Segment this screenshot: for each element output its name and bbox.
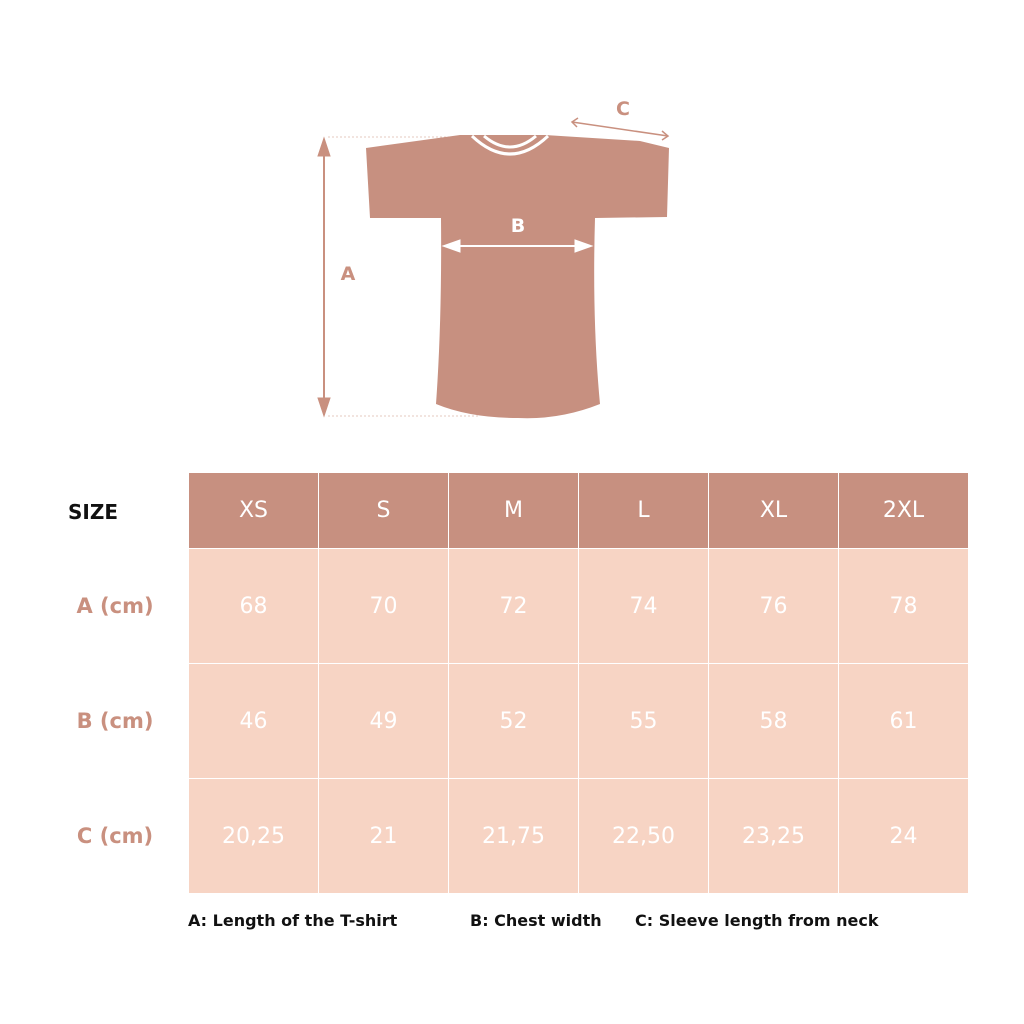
label-b: B xyxy=(511,215,525,237)
cell: 24 xyxy=(838,778,969,894)
size-header: 2XL xyxy=(838,472,969,549)
legend-b: B: Chest width xyxy=(470,911,602,930)
collar-inner xyxy=(483,134,537,149)
arrow-c xyxy=(570,117,670,141)
cell: 21,75 xyxy=(448,778,579,894)
size-header: L xyxy=(578,472,709,549)
table-row-a: 68 70 72 74 76 78 xyxy=(188,548,969,664)
cell: 21 xyxy=(318,778,449,894)
arrow-a xyxy=(317,136,331,418)
cell: 55 xyxy=(578,663,709,779)
cell: 49 xyxy=(318,663,449,779)
header-row: XS S M L XL 2XL xyxy=(188,472,969,549)
cell: 20,25 xyxy=(188,778,319,894)
cell: 23,25 xyxy=(708,778,839,894)
arrow-b xyxy=(441,239,594,253)
tshirt-shape xyxy=(366,135,669,419)
size-label: SIZE xyxy=(68,500,119,524)
cell: 46 xyxy=(188,663,319,779)
row-label-b: B (cm) xyxy=(76,709,154,733)
cell: 52 xyxy=(448,663,579,779)
table-row-c: 20,25 21 21,75 22,50 23,25 24 xyxy=(188,778,969,894)
legend-a: A: Length of the T-shirt xyxy=(188,911,398,930)
collar-outer xyxy=(470,134,550,156)
cell: 70 xyxy=(318,548,449,664)
size-header: M xyxy=(448,472,579,549)
tshirt-diagram: A B C xyxy=(317,98,670,419)
cell: 58 xyxy=(708,663,839,779)
cell: 22,50 xyxy=(578,778,709,894)
cell: 72 xyxy=(448,548,579,664)
cell: 78 xyxy=(838,548,969,664)
cell: 74 xyxy=(578,548,709,664)
size-header: XS xyxy=(188,472,319,549)
size-table: XS S M L XL 2XL 68 70 72 74 76 78 46 49 … xyxy=(188,472,969,894)
label-a: A xyxy=(341,263,356,285)
cell: 68 xyxy=(188,548,319,664)
size-header: XL xyxy=(708,472,839,549)
label-c: C xyxy=(616,98,630,120)
row-label-a: A (cm) xyxy=(76,594,154,618)
legend-c: C: Sleeve length from neck xyxy=(635,911,879,930)
table-row-b: 46 49 52 55 58 61 xyxy=(188,663,969,779)
cell: 61 xyxy=(838,663,969,779)
cell: 76 xyxy=(708,548,839,664)
row-label-c: C (cm) xyxy=(76,824,154,848)
size-header: S xyxy=(318,472,449,549)
